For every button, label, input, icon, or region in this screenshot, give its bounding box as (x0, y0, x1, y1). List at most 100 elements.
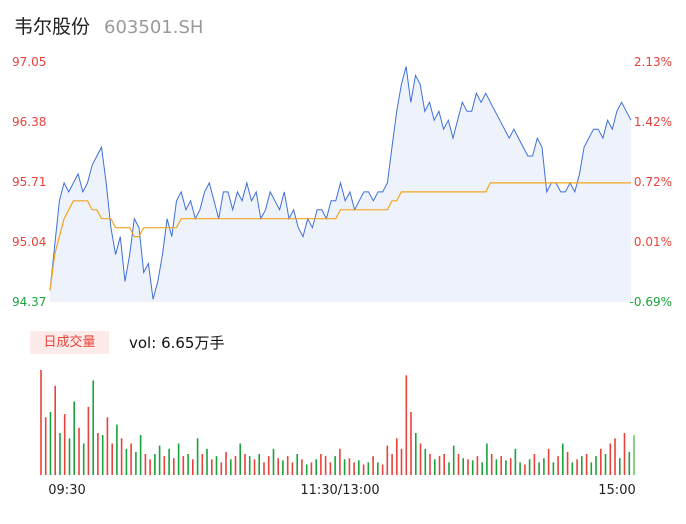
volume-bar (566, 451, 569, 475)
volume-bar (187, 454, 189, 475)
volume-bar (296, 454, 298, 475)
volume-bar (310, 462, 313, 475)
volume-bar (116, 424, 118, 475)
volume-bar (334, 456, 336, 475)
volume-bar (168, 448, 170, 476)
volume-bar (282, 460, 284, 475)
volume-bar (291, 462, 294, 475)
volume-bar (562, 443, 564, 475)
volume-bar (201, 454, 204, 475)
volume-bar (623, 433, 626, 475)
volume-bar (196, 438, 199, 476)
volume-bar (410, 412, 412, 475)
volume-bar (595, 456, 597, 475)
volume-bar (462, 458, 464, 475)
y-tick-percent: 0.72% (634, 175, 672, 189)
volume-bar (509, 458, 512, 475)
volume-bar (44, 417, 47, 476)
volume-bar (576, 459, 578, 476)
volume-bar (215, 456, 218, 475)
volume-bar (419, 443, 422, 475)
volume-bar (244, 454, 246, 475)
volume-bar (377, 462, 379, 475)
volume-bar (614, 438, 616, 476)
volume-bar (490, 454, 493, 475)
volume-bar (130, 443, 132, 475)
volume-bar (405, 375, 408, 476)
stock-code: 603501.SH (104, 17, 204, 38)
daily-volume-badge[interactable]: 日成交量 (30, 331, 109, 354)
volume-bar (381, 464, 384, 475)
y-tick-label: 96.38 (12, 115, 46, 129)
volume-bar (68, 438, 71, 476)
volume-bar (173, 458, 175, 475)
volume-bar (481, 462, 483, 475)
volume-bar (429, 454, 431, 475)
volume-bar (372, 456, 374, 475)
volume-bar (448, 462, 450, 475)
volume-bar (324, 456, 327, 475)
volume-bar (443, 454, 445, 475)
volume-bar (125, 448, 128, 476)
volume-bar (258, 454, 260, 475)
volume-bar (234, 456, 237, 475)
volume-bar (343, 459, 346, 476)
volume-bar (220, 462, 223, 475)
volume-bar (106, 417, 109, 476)
volume-readout: vol: 6.65万手 (129, 332, 224, 353)
volume-bar (49, 412, 52, 475)
volume-bar (533, 454, 536, 475)
volume-bar (120, 438, 123, 476)
y-tick-label: 94.37 (12, 295, 46, 309)
y-tick-percent: -0.69% (630, 295, 672, 309)
volume-bar (320, 454, 322, 475)
volume-bar (367, 462, 370, 475)
y-tick-label: 97.05 (12, 55, 46, 69)
volume-bar (272, 448, 275, 476)
volume-bar (78, 427, 80, 476)
volume-bar (206, 448, 208, 476)
volume-bar (538, 462, 540, 475)
y-tick-percent: 0.01% (634, 235, 672, 249)
volume-bar (353, 462, 355, 475)
volume-bar (158, 445, 161, 475)
volume-bar (358, 460, 360, 475)
volume-bar (486, 443, 488, 475)
volume-bar (524, 464, 526, 475)
y-tick-label: 95.04 (12, 235, 46, 249)
volume-bar (571, 462, 574, 475)
volume-bar (424, 448, 427, 476)
volume-bar (248, 456, 251, 475)
volume-bar (590, 462, 593, 475)
volume-bar (505, 460, 507, 475)
volume-bar (211, 459, 213, 476)
volume-bar (348, 458, 351, 475)
volume-bar (182, 456, 185, 475)
volume-bar (543, 458, 545, 475)
volume-bar (457, 454, 460, 475)
volume-bar (400, 448, 403, 476)
volume-bar (225, 451, 227, 475)
volume-bar (177, 443, 180, 475)
y-tick-label: 95.71 (12, 175, 46, 189)
volume-bar (315, 459, 317, 476)
volume-bar (329, 462, 332, 475)
volume-bar (192, 459, 194, 476)
volume-bar (305, 464, 308, 475)
volume-bar (434, 459, 436, 476)
volume-bar (362, 464, 365, 475)
volume-bar (339, 448, 341, 476)
volume-bar (101, 435, 104, 475)
volume-bar (438, 456, 441, 475)
volume-bar (557, 456, 559, 475)
volume-bar (263, 462, 265, 475)
y-tick-percent: 1.42% (634, 115, 672, 129)
volume-bar (500, 456, 502, 475)
volume-bar (149, 459, 151, 476)
volume-bar (476, 456, 479, 475)
volume-bar (495, 459, 498, 476)
volume-bar (253, 459, 256, 476)
volume-bar (59, 433, 61, 475)
volume-bar (519, 462, 521, 475)
